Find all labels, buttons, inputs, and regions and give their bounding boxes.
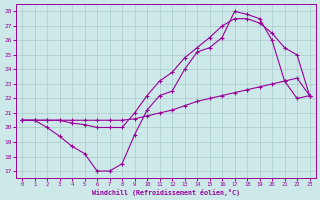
X-axis label: Windchill (Refroidissement éolien,°C): Windchill (Refroidissement éolien,°C) [92, 189, 240, 196]
